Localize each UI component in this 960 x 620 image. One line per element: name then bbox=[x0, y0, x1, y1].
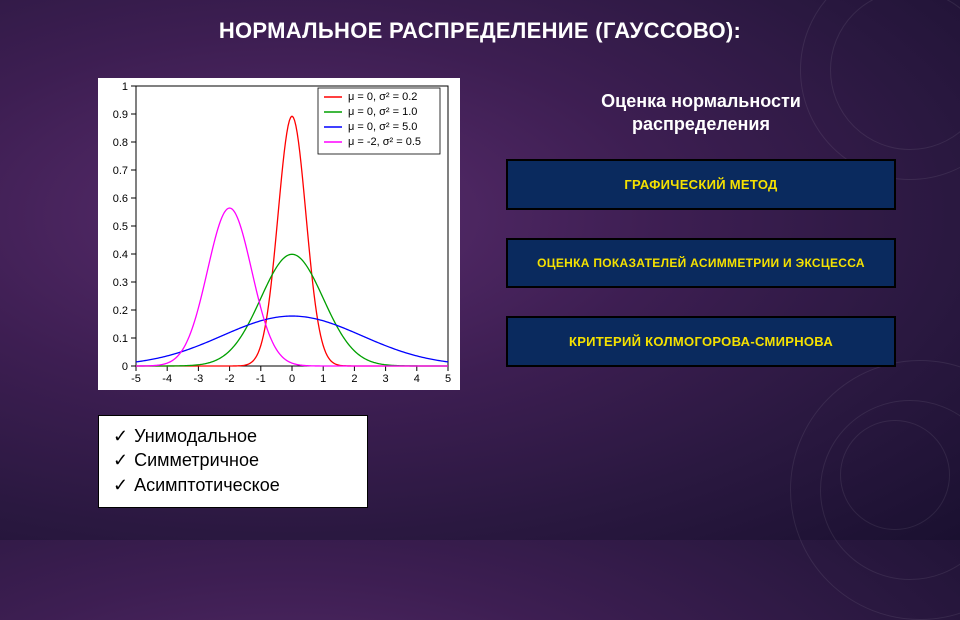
methods-subtitle: Оценка нормальности распределения bbox=[506, 90, 896, 135]
method-graphical: ГРАФИЧЕСКИЙ МЕТОД bbox=[506, 159, 896, 210]
svg-text:5: 5 bbox=[445, 373, 451, 385]
svg-text:-4: -4 bbox=[162, 373, 172, 385]
svg-text:0.5: 0.5 bbox=[113, 221, 128, 233]
gaussian-chart: -5 -4 -3 -2 -1 0 1 2 3 4 5 0 0.1 0.2 0.3 0.4 0.5 0.6 0.7 0.… bbox=[98, 78, 460, 390]
svg-text:0.8: 0.8 bbox=[113, 137, 128, 149]
svg-text:-2: -2 bbox=[225, 373, 235, 385]
svg-text:0.9: 0.9 bbox=[113, 109, 128, 121]
property-label: Унимодальное bbox=[134, 426, 257, 446]
svg-text:0.6: 0.6 bbox=[113, 193, 128, 205]
chart-svg: -5 -4 -3 -2 -1 0 1 2 3 4 5 0 0.1 0.2 0.3 0.4 0.5 0.6 0.7 0.… bbox=[98, 78, 460, 390]
property-label: Асимптотическое bbox=[134, 475, 280, 495]
svg-text:2: 2 bbox=[351, 373, 357, 385]
svg-text:0.1: 0.1 bbox=[113, 333, 128, 345]
svg-text:0.2: 0.2 bbox=[113, 305, 128, 317]
svg-text:1: 1 bbox=[122, 81, 128, 93]
svg-text:μ = -2, σ² = 0.5: μ = -2, σ² = 0.5 bbox=[348, 136, 421, 148]
svg-text:μ = 0, σ² = 0.2: μ = 0, σ² = 0.2 bbox=[348, 91, 417, 103]
method-kolmogorov-smirnov: КРИТЕРИЙ КОЛМОГОРОВА-СМИРНОВА bbox=[506, 316, 896, 367]
check-icon: ✓ bbox=[113, 475, 128, 495]
svg-text:μ = 0, σ² = 5.0: μ = 0, σ² = 5.0 bbox=[348, 121, 417, 133]
svg-text:-1: -1 bbox=[256, 373, 266, 385]
property-symmetric: ✓ Симметричное bbox=[113, 448, 353, 472]
svg-text:0.7: 0.7 bbox=[113, 165, 128, 177]
method-asymmetry-excess: ОЦЕНКА ПОКАЗАТЕЛЕЙ АСИММЕТРИИ И ЭКСЦЕССА bbox=[506, 238, 896, 288]
property-label: Симметричное bbox=[134, 450, 259, 470]
svg-text:-5: -5 bbox=[131, 373, 141, 385]
svg-text:μ = 0, σ² = 1.0: μ = 0, σ² = 1.0 bbox=[348, 106, 417, 118]
check-icon: ✓ bbox=[113, 426, 128, 446]
property-asymptotic: ✓ Асимптотическое bbox=[113, 473, 353, 497]
svg-text:0: 0 bbox=[122, 361, 128, 373]
check-icon: ✓ bbox=[113, 450, 128, 470]
property-unimodal: ✓ Унимодальное bbox=[113, 424, 353, 448]
svg-text:3: 3 bbox=[383, 373, 389, 385]
svg-text:-3: -3 bbox=[194, 373, 204, 385]
svg-text:0.3: 0.3 bbox=[113, 277, 128, 289]
svg-text:4: 4 bbox=[414, 373, 420, 385]
svg-text:0: 0 bbox=[289, 373, 295, 385]
svg-text:1: 1 bbox=[320, 373, 326, 385]
subtitle-line-1: Оценка нормальности bbox=[601, 91, 801, 111]
svg-text:0.4: 0.4 bbox=[113, 249, 128, 261]
properties-box: ✓ Унимодальное ✓ Симметричное ✓ Асимптотиче… bbox=[98, 415, 368, 508]
methods-column: Оценка нормальности распределения ГРАФИЧ… bbox=[506, 90, 896, 395]
subtitle-line-2: распределения bbox=[632, 114, 770, 134]
